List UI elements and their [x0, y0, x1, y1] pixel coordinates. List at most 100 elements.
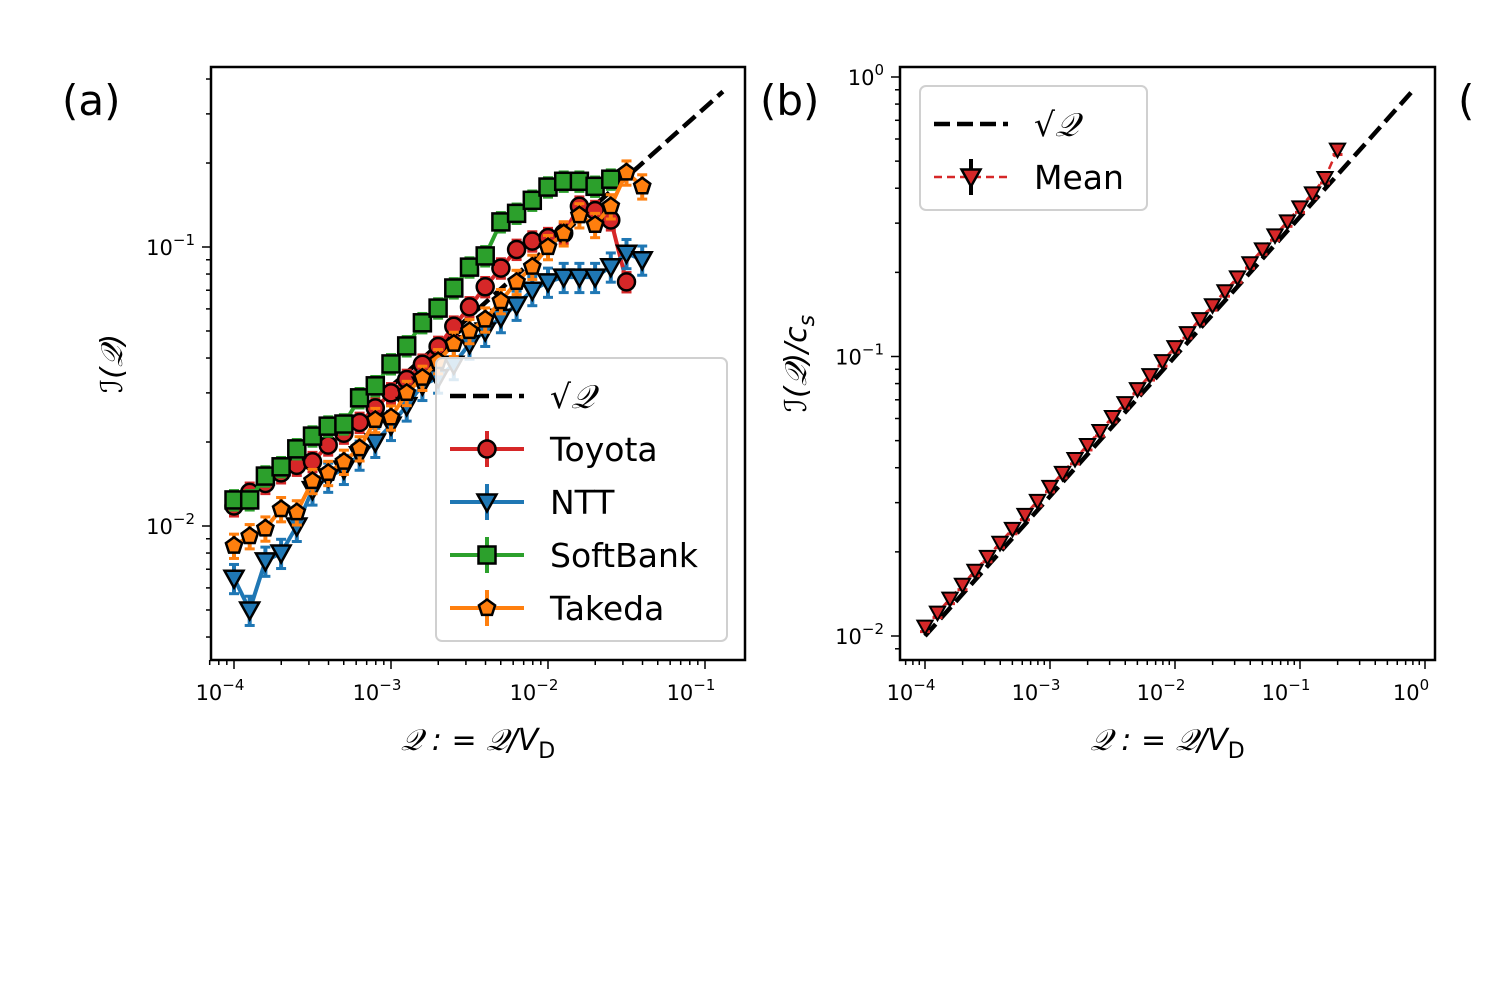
data-point	[491, 291, 511, 310]
x-tick-label: 10−2	[510, 676, 559, 705]
data-point	[1190, 312, 1210, 329]
x-tick-exp: −3	[379, 676, 401, 694]
x-tick-base: 10	[1393, 681, 1420, 705]
data-point	[412, 313, 433, 333]
data-point	[302, 426, 323, 446]
x-tick-base: 10	[353, 681, 380, 705]
y-tick-base: 10	[848, 66, 875, 90]
legend-series-label: SoftBank	[550, 536, 699, 575]
data-point	[349, 388, 370, 408]
data-point	[444, 333, 464, 352]
legend-series-label: NTT	[550, 483, 615, 522]
x-axis-label-text: 𝒬 : = 𝒬/V	[401, 723, 541, 758]
legend-marker	[477, 597, 497, 617]
y-tick-exp: −1	[173, 231, 195, 249]
data-point	[614, 244, 639, 266]
data-point	[428, 298, 448, 318]
data-point	[475, 277, 495, 297]
series-takeda	[224, 159, 652, 560]
data-point	[365, 376, 386, 396]
data-point	[1203, 298, 1222, 315]
axes-frame	[898, 65, 1437, 662]
data-point	[1153, 354, 1172, 371]
y-axis-label: ℐ(𝒬)/cs	[779, 315, 820, 412]
legend: √𝒬 Toyota NTT SoftBank Takeda	[435, 357, 728, 642]
x-tick-label: 10−4	[887, 676, 936, 705]
x-tick-label: 10−1	[1262, 676, 1311, 705]
x-tick-exp: −4	[913, 676, 935, 694]
data-point	[599, 257, 623, 279]
data-point	[334, 414, 354, 434]
data-point	[1115, 396, 1135, 413]
series-softbank	[224, 168, 621, 512]
legend-marker	[475, 493, 499, 515]
data-point	[1253, 242, 1272, 259]
x-axis-label-subscript: D	[538, 739, 555, 764]
data-point	[1240, 256, 1260, 273]
data-point	[554, 223, 574, 242]
y-tick-exp: 0	[874, 61, 884, 79]
x-tick-label: 100	[1393, 676, 1429, 705]
data-point	[253, 552, 278, 573]
legend-sqrt-label: √𝒬	[550, 377, 600, 416]
data-point	[978, 549, 997, 567]
data-point	[302, 470, 323, 490]
y-tick-label: 10−1	[835, 341, 884, 370]
x-tick-label: 10−3	[353, 676, 402, 705]
data-point	[504, 296, 529, 317]
x-tick-exp: −2	[536, 676, 558, 694]
data-point	[616, 272, 637, 292]
data-point	[522, 190, 543, 211]
data-point	[616, 162, 637, 181]
data-point	[363, 433, 387, 455]
data-point	[1078, 437, 1097, 455]
panel-b-label: (b)	[760, 76, 819, 125]
y-axis-label-subscript: s	[795, 315, 820, 326]
x-tick-exp: −1	[1288, 676, 1310, 694]
x-tick-exp: −2	[1163, 676, 1185, 694]
y-tick-exp: −2	[862, 620, 884, 638]
x-tick-label: 10−4	[196, 676, 245, 705]
panel-a-axes: 10−4 10−3 10−2 10−110−210−1√𝒬ToyotaNTTSoftB…	[95, 65, 747, 764]
data-point	[239, 490, 260, 510]
data-point	[271, 499, 291, 518]
data-point	[1328, 142, 1347, 160]
data-point	[990, 535, 1010, 553]
x-tick-exp: −4	[222, 676, 244, 694]
x-tick-base: 10	[510, 681, 537, 705]
legend-sqrt-label: √𝒬	[1034, 105, 1084, 144]
x-tick-label: 10−3	[1012, 676, 1061, 705]
x-tick-base: 10	[196, 681, 223, 705]
data-point	[397, 382, 417, 402]
legend-series-label: Takeda	[549, 589, 664, 628]
x-tick-base: 10	[1262, 681, 1289, 705]
data-point	[538, 236, 558, 256]
data-point	[365, 409, 385, 429]
data-point	[552, 268, 576, 290]
data-point	[567, 268, 592, 290]
data-point	[318, 462, 338, 482]
data-point	[630, 251, 654, 272]
data-point	[287, 502, 307, 521]
legend-box	[435, 357, 728, 642]
data-point	[1303, 186, 1322, 204]
data-point	[255, 518, 275, 537]
data-point	[222, 569, 246, 591]
data-point	[475, 246, 495, 266]
panel-c-label-fragment: (	[1458, 76, 1474, 125]
data-point	[1315, 171, 1335, 188]
x-axis-label: 𝒬 : = 𝒬/VD	[1090, 723, 1245, 764]
sqrt-reference-line	[923, 89, 1415, 638]
data-point	[1178, 326, 1197, 343]
data-point	[601, 196, 621, 215]
data-point	[953, 577, 972, 595]
data-point	[583, 268, 607, 290]
x-tick-base: 10	[887, 681, 914, 705]
data-point	[1103, 410, 1122, 427]
legend-marker	[477, 439, 497, 459]
data-point	[940, 591, 960, 609]
data-point	[585, 214, 605, 234]
data-point	[271, 457, 291, 477]
data-point	[632, 176, 652, 195]
